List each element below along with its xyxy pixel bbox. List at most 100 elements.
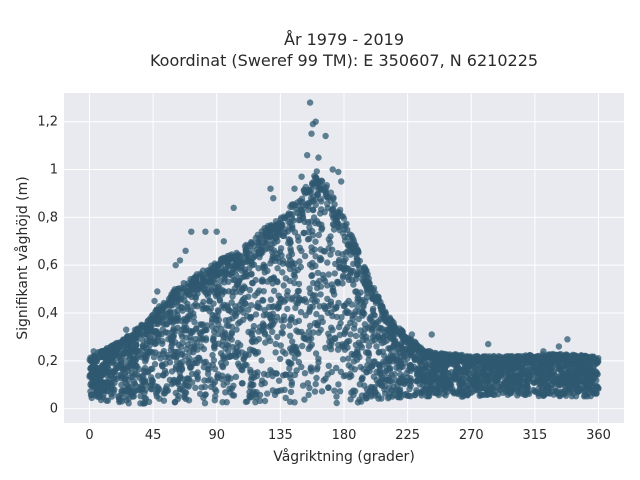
data-point (291, 279, 298, 287)
data-point (423, 393, 430, 400)
data-point (347, 396, 354, 403)
data-point (279, 323, 287, 330)
data-point (345, 337, 353, 345)
data-point (162, 370, 169, 377)
data-point (173, 299, 181, 306)
data-point (126, 354, 133, 361)
data-point (277, 387, 285, 394)
data-point (210, 380, 217, 388)
data-point (159, 363, 166, 370)
data-point (184, 287, 191, 295)
data-point (94, 388, 101, 396)
data-point (116, 396, 123, 403)
data-point (202, 289, 209, 296)
data-point (320, 247, 327, 255)
data-point (222, 269, 229, 277)
data-point (370, 373, 378, 380)
data-point (359, 309, 367, 316)
data-point (310, 214, 318, 221)
data-point (192, 384, 199, 391)
data-point (306, 235, 313, 243)
data-point (396, 365, 403, 373)
data-point (516, 371, 523, 378)
data-point (199, 328, 206, 335)
data-point (327, 346, 335, 353)
data-point (144, 348, 151, 355)
data-point (446, 381, 453, 388)
data-point (213, 317, 220, 324)
data-point (228, 323, 236, 331)
data-point (347, 251, 354, 258)
data-point (318, 226, 325, 233)
data-point (310, 279, 317, 287)
data-point (149, 317, 156, 325)
data-point (466, 375, 473, 383)
data-point (277, 299, 284, 307)
data-point (357, 327, 364, 334)
data-point (539, 371, 546, 379)
data-point (125, 400, 132, 407)
data-point (380, 314, 387, 321)
data-point (181, 321, 188, 328)
data-point (110, 368, 118, 376)
data-point (152, 390, 160, 397)
data-point (327, 251, 334, 258)
data-point (156, 351, 163, 358)
data-point (555, 375, 562, 383)
data-point (485, 340, 492, 348)
data-point (222, 389, 229, 396)
data-point (191, 344, 198, 351)
data-point (95, 377, 102, 385)
data-point (237, 264, 245, 272)
data-point (296, 244, 303, 251)
data-point (585, 374, 592, 382)
data-point (566, 372, 573, 379)
data-point (428, 371, 435, 379)
data-point (306, 188, 313, 195)
data-point (555, 354, 562, 361)
data-point (149, 328, 157, 335)
data-point (297, 308, 305, 316)
data-point (219, 399, 226, 406)
data-point (305, 391, 312, 399)
data-point (367, 317, 374, 324)
data-point (530, 363, 537, 370)
data-point (315, 231, 322, 239)
data-point (176, 385, 184, 393)
data-point (368, 284, 375, 292)
data-point (348, 301, 356, 308)
data-point (478, 391, 485, 399)
data-point (248, 302, 255, 309)
data-point (211, 276, 218, 283)
data-point (556, 382, 563, 389)
data-point (481, 368, 488, 376)
data-point (304, 380, 311, 387)
data-point (548, 381, 555, 389)
data-point (317, 291, 324, 298)
data-point (210, 300, 217, 307)
data-point (348, 276, 356, 284)
data-point (354, 351, 362, 358)
data-point (304, 152, 311, 159)
data-point (269, 387, 276, 394)
data-point (220, 301, 228, 308)
data-point (183, 345, 190, 353)
data-point (530, 379, 538, 386)
data-point (254, 289, 261, 296)
data-point (277, 342, 284, 349)
data-point (172, 389, 179, 397)
data-point (345, 355, 352, 362)
data-point (160, 347, 168, 355)
data-point (423, 371, 430, 378)
data-point (166, 309, 173, 316)
data-point (313, 374, 320, 382)
data-point (516, 366, 524, 373)
data-point (260, 288, 267, 295)
data-point (269, 255, 277, 262)
data-point (507, 367, 515, 375)
data-point (397, 353, 404, 360)
data-point (459, 387, 467, 395)
data-point (317, 283, 325, 290)
data-point (189, 328, 196, 335)
data-point (291, 354, 298, 361)
